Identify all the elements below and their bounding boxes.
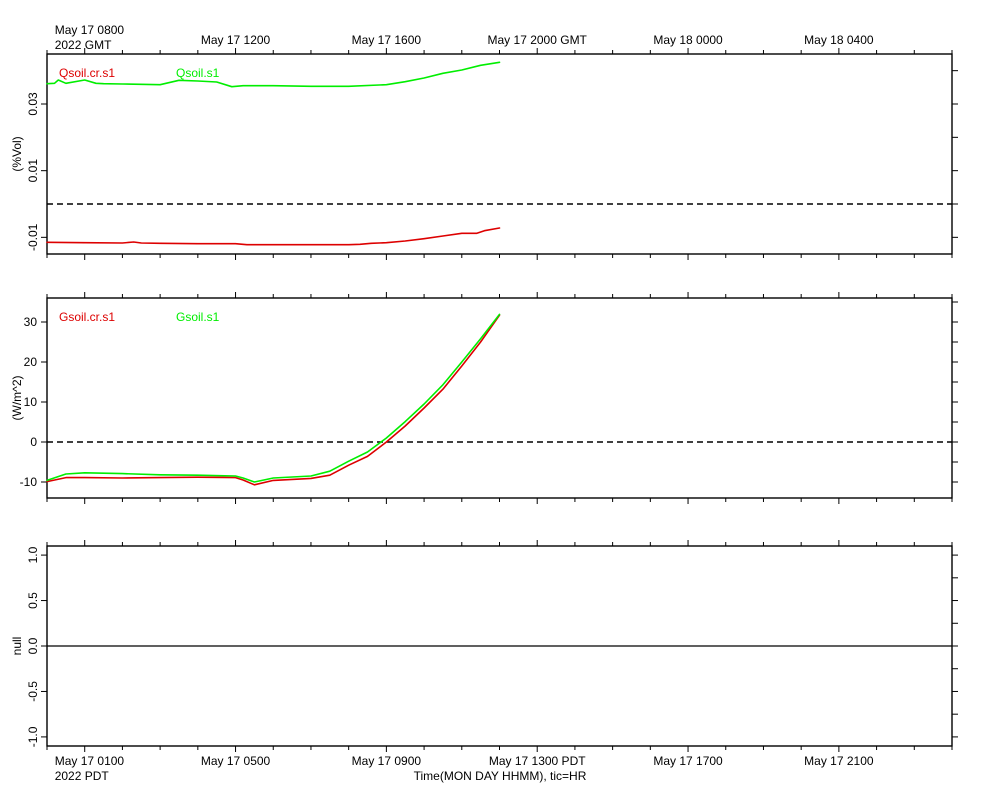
panel-soil-moisture: -0.01 0.01 0.03 (%Vol) Qsoil.cr.s1 Qsoil.s1 — [10, 48, 958, 260]
top-time-tick-label: May 17 0800 — [55, 23, 125, 37]
bottom-time-tick-label: May 17 1300 PDT — [489, 754, 586, 768]
top-time-tick-label: May 18 0000 — [653, 33, 723, 47]
y-tick-label: 0.5 — [26, 592, 40, 609]
bottom-time-tick-label: May 17 0100 — [55, 754, 125, 768]
series-line — [46, 227, 501, 246]
series-line — [46, 314, 501, 486]
top-time-tick-label: May 18 0400 — [804, 33, 874, 47]
top-time-tick-label: May 17 1600 — [352, 33, 422, 47]
y-tick-label: 10 — [24, 395, 38, 409]
top-time-tick-label: May 17 1200 — [201, 33, 271, 47]
legend-label: Qsoil.cr.s1 — [59, 66, 115, 80]
y-tick-label: 20 — [24, 355, 38, 369]
x-axis-title: Time(MON DAY HHMM), tic=HR — [414, 769, 587, 783]
panel-soil-heat-flux: -10 0 10 20 30 (W/m^2) Gsoil.cr.s1 Gsoil.s1 — [10, 292, 958, 504]
y-tick-label: 0.0 — [26, 637, 40, 654]
y-tick-label: -10 — [20, 475, 38, 489]
y-tick-label: 1.0 — [26, 546, 40, 563]
y-axis-title: null — [10, 637, 24, 656]
top-time-tick-sublabel: 2022 GMT — [55, 38, 112, 52]
legend-label: Gsoil.cr.s1 — [59, 310, 115, 324]
y-tick-label: 30 — [24, 315, 38, 329]
top-time-tick-label: May 17 2000 GMT — [488, 33, 588, 47]
series-line — [46, 61, 501, 88]
y-axis-title: (%Vol) — [10, 136, 24, 171]
y-tick-label: -0.01 — [26, 223, 40, 251]
plot-frame — [46, 53, 953, 255]
bottom-time-tick-sublabel: 2022 PDT — [55, 769, 110, 783]
bottom-time-tick-label: May 17 2100 — [804, 754, 874, 768]
bottom-time-tick-label: May 17 0500 — [201, 754, 271, 768]
y-tick-label: -1.0 — [26, 726, 40, 747]
bottom-time-tick-label: May 17 0900 — [352, 754, 422, 768]
y-tick-label: 0.01 — [26, 159, 40, 183]
panel-null: -1.0 -0.5 0.0 0.5 1.0 null — [10, 540, 958, 752]
bottom-time-tick-label: May 17 1700 — [653, 754, 723, 768]
legend-label: Gsoil.s1 — [176, 310, 220, 324]
plot-frame — [46, 297, 953, 499]
y-tick-label: 0.03 — [26, 92, 40, 116]
y-tick-label: -0.5 — [26, 681, 40, 702]
series-line — [46, 313, 501, 483]
y-axis-title: (W/m^2) — [10, 376, 24, 421]
y-tick-label: 0 — [30, 435, 37, 449]
legend-label: Qsoil.s1 — [176, 66, 220, 80]
